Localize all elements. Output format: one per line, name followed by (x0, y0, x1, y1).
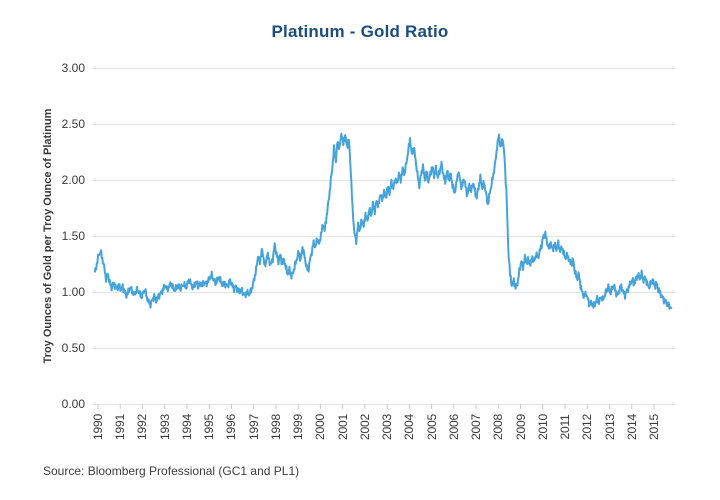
y-tick-label: 3.00 (61, 61, 85, 75)
chart-title: Platinum - Gold Ratio (271, 22, 449, 41)
x-tick-label: 1998 (268, 414, 283, 440)
x-tick-label: 1992 (135, 414, 150, 440)
x-tick-label: 2006 (446, 414, 461, 440)
x-tick-label: 2014 (624, 414, 639, 440)
y-tick-label: 0.50 (61, 341, 85, 355)
y-tick-label: 0.00 (61, 397, 85, 411)
x-tick-label: 2007 (469, 414, 484, 440)
x-axis-tick-marks (97, 404, 655, 409)
y-tick-label: 2.00 (61, 173, 85, 187)
x-tick-label: 2009 (513, 414, 528, 440)
x-tick-label: 1993 (157, 414, 172, 440)
x-tick-label: 2000 (313, 414, 328, 440)
x-tick-label: 1994 (179, 414, 194, 440)
y-tick-label: 1.50 (61, 229, 85, 243)
line-chart-plot (92, 68, 676, 409)
x-tick-label: 2003 (380, 414, 395, 440)
source-note: Source: Bloomberg Professional (GC1 and … (43, 464, 300, 478)
x-tick-label: 2002 (357, 414, 372, 440)
gridlines (92, 68, 676, 405)
x-tick-label: 2010 (535, 414, 550, 440)
x-tick-label: 1995 (202, 414, 217, 440)
x-tick-label: 2001 (335, 414, 350, 440)
x-tick-label: 2005 (424, 414, 439, 440)
x-tick-label: 2004 (402, 414, 417, 440)
ratio-line-series (93, 132, 673, 310)
x-tick-label: 2012 (580, 414, 595, 440)
x-tick-label: 1990 (91, 414, 105, 440)
x-tick-label: 1997 (246, 414, 261, 440)
x-tick-label: 1999 (291, 414, 306, 440)
x-tick-label: 1991 (113, 414, 128, 440)
x-tick-label: 2013 (602, 414, 617, 440)
x-tick-label: 2008 (491, 414, 506, 440)
y-tick-label: 1.00 (61, 285, 85, 299)
x-tick-label: 2015 (647, 414, 661, 440)
x-tick-label: 1996 (224, 414, 239, 440)
y-tick-label: 2.50 (61, 117, 85, 131)
x-tick-label: 2011 (558, 414, 573, 440)
